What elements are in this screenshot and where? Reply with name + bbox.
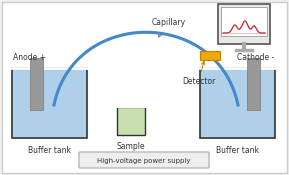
Bar xyxy=(247,58,260,110)
Bar xyxy=(218,4,270,44)
Text: Cathode -: Cathode - xyxy=(237,54,274,62)
Text: Sample: Sample xyxy=(117,142,145,151)
Text: Buffer tank: Buffer tank xyxy=(216,146,259,155)
Bar xyxy=(117,107,145,135)
Text: Detector: Detector xyxy=(182,61,215,86)
FancyBboxPatch shape xyxy=(79,152,209,168)
Bar xyxy=(30,58,43,110)
Bar xyxy=(200,51,220,60)
FancyBboxPatch shape xyxy=(2,2,287,173)
Text: Anode +: Anode + xyxy=(13,54,46,62)
Text: High-voltage power supply: High-voltage power supply xyxy=(97,158,191,163)
Bar xyxy=(200,68,275,138)
Bar xyxy=(12,68,87,138)
Text: Capillary: Capillary xyxy=(151,18,186,37)
Text: Buffer tank: Buffer tank xyxy=(28,146,71,155)
Bar xyxy=(221,7,267,36)
